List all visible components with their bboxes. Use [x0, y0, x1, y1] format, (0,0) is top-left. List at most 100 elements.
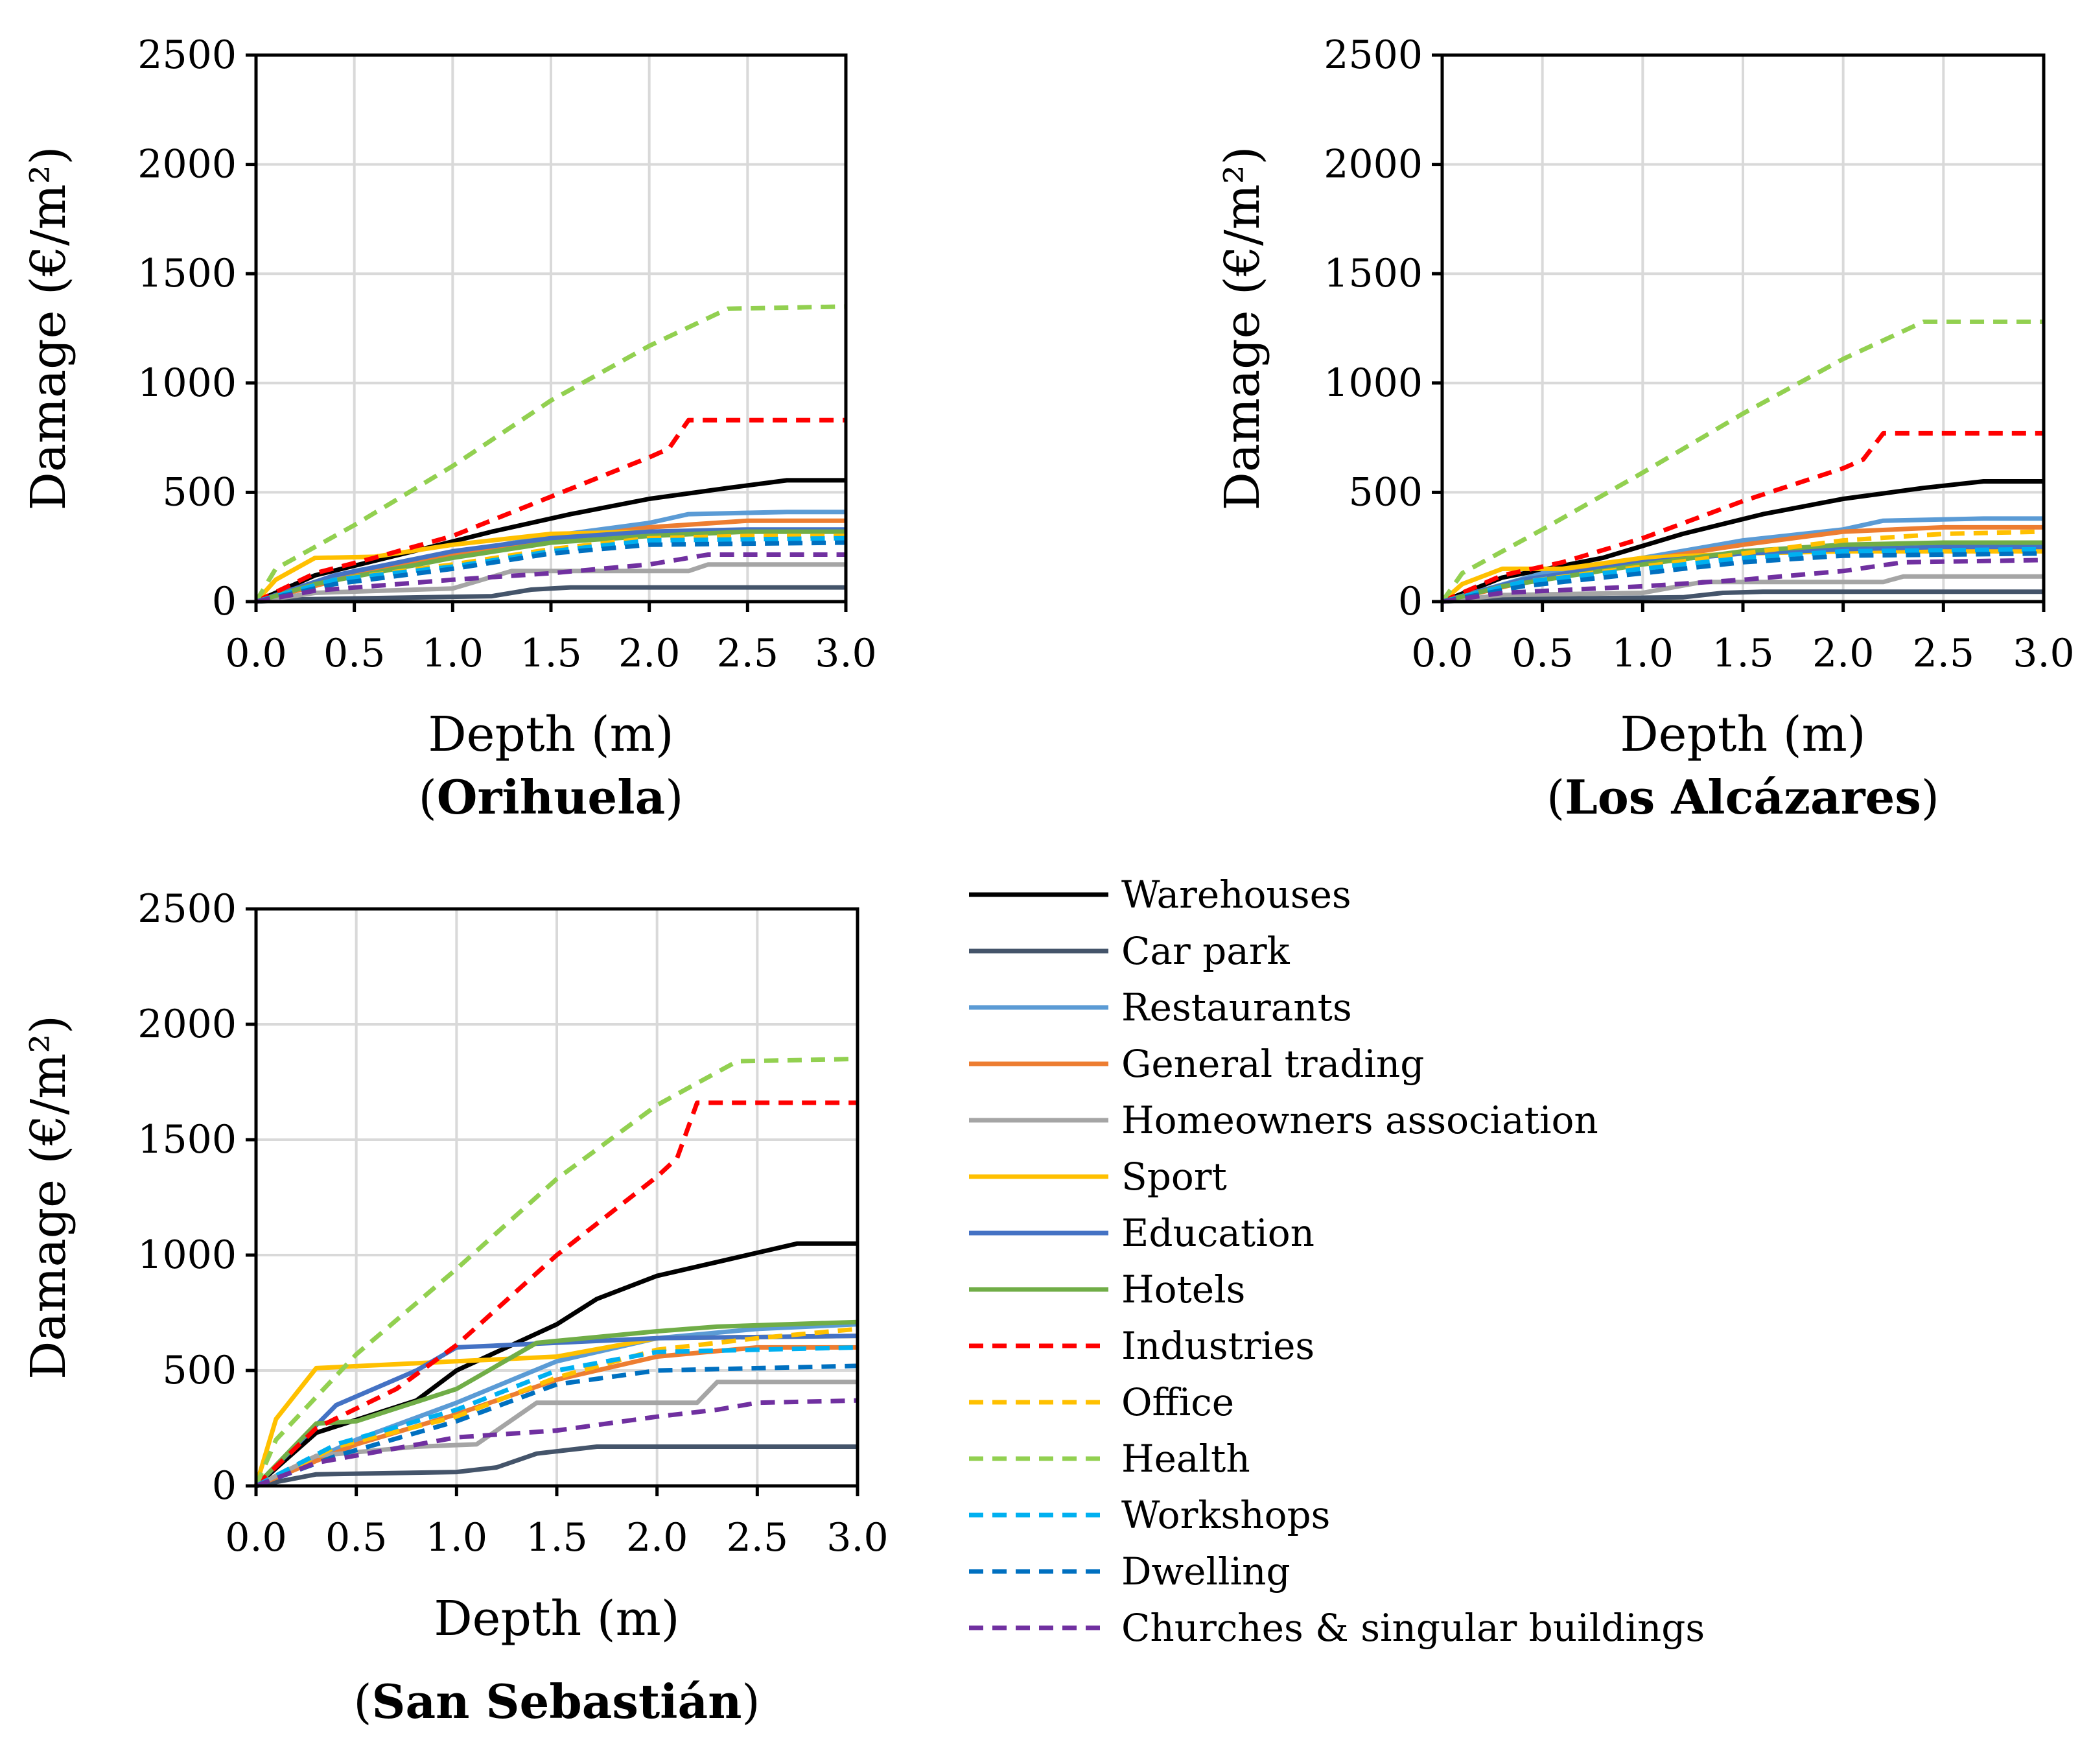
panel-caption: (San Sebastián): [353, 1674, 760, 1729]
y-tick-label: 2500: [137, 32, 237, 78]
legend-item: Restaurants: [969, 985, 1352, 1029]
y-tick-label: 0: [1398, 579, 1423, 624]
series-line-dwelling: [255, 540, 847, 604]
panel-title: San Sebastián: [371, 1674, 742, 1729]
legend-label: Health: [1121, 1437, 1250, 1481]
y-tick-label: 2000: [1324, 142, 1423, 187]
x-tick-label: 2.5: [727, 1515, 788, 1560]
x-tick-label: 2.5: [717, 631, 778, 676]
series-line-industries: [254, 1100, 858, 1488]
legend-label: Dwelling: [1121, 1549, 1291, 1593]
legend-item: Health: [969, 1437, 1250, 1481]
y-tick-label: 1000: [137, 360, 237, 406]
panel-2: 0 500 1000 1500 2000 2500 0.0 0.5 1.0 1.5 2.0 2.5 3.…: [1215, 32, 2075, 825]
legend-item: Sport: [969, 1155, 1227, 1199]
legend-item: General trading: [969, 1042, 1424, 1086]
series-line-industries: [1441, 430, 2044, 604]
y-tick-label: 1000: [137, 1232, 237, 1278]
series-line-car-park: [255, 1444, 858, 1488]
legend-item: Industries: [969, 1324, 1314, 1368]
panel-caption: (Los Alcázares): [1547, 770, 1939, 825]
x-tick-label: 1.5: [1712, 631, 1773, 676]
series-line-warehouses: [255, 478, 846, 604]
y-tick-label: 0: [212, 579, 237, 624]
legend-label: Car park: [1121, 929, 1291, 973]
y-tick-label: 2000: [137, 1002, 237, 1047]
y-tick-label: 500: [1348, 469, 1423, 515]
series-line-office: [255, 1326, 858, 1488]
y-tick-label: 2500: [1324, 32, 1423, 78]
legend-item: Churches & singular buildings: [969, 1606, 1705, 1650]
series-line-churches-singular-buildings: [1442, 558, 2044, 604]
legend-label: General trading: [1121, 1042, 1424, 1086]
x-tick-label: 0.5: [1512, 631, 1573, 676]
legend-item: Car park: [969, 929, 1291, 973]
legend-label: Warehouses: [1121, 873, 1351, 917]
series-line-health: [1440, 319, 2044, 604]
x-tick-label: 2.0: [626, 1515, 688, 1560]
y-tick-label: 1500: [137, 1117, 237, 1162]
panel-1: 0 500 1000 1500 2000 2500 0.0 0.5 1.0 1.5 2.0 2.5 3.…: [21, 32, 877, 825]
x-axis-title: Depth (m): [434, 1591, 679, 1647]
legend-label: Sport: [1121, 1155, 1227, 1199]
legend: Warehouses Car park Restaurants General tra…: [969, 873, 1705, 1650]
x-tick-label: 0.5: [325, 1515, 387, 1560]
legend-label: Education: [1121, 1211, 1314, 1255]
x-tick-label: 3.0: [826, 1515, 888, 1560]
series-line-industries: [255, 417, 846, 604]
series-line-health: [253, 304, 847, 603]
x-tick-label: 2.5: [1913, 631, 1974, 676]
x-tick-label: 1.5: [520, 631, 581, 676]
series-line-homeowners-association: [255, 1380, 858, 1488]
legend-item: Education: [969, 1211, 1314, 1255]
y-tick-label: 1500: [137, 251, 237, 296]
x-tick-label: 1.0: [1612, 631, 1674, 676]
x-tick-label: 3.0: [815, 631, 876, 676]
legend-item: Hotels: [969, 1267, 1245, 1311]
x-tick-label: 1.5: [526, 1515, 587, 1560]
x-tick-label: 0.5: [323, 631, 385, 676]
legend-label: Restaurants: [1121, 985, 1352, 1029]
x-axis-title: Depth (m): [1620, 707, 1865, 762]
series-line-restaurants: [255, 1322, 858, 1488]
x-tick-label: 0.0: [1411, 631, 1473, 676]
series-line-general-trading: [255, 1345, 858, 1488]
legend-item: Workshops: [969, 1493, 1330, 1537]
series-line-workshops: [255, 1345, 858, 1488]
legend-label: Homeowners association: [1121, 1098, 1598, 1142]
x-tick-label: 2.0: [618, 631, 680, 676]
legend-item: Dwelling: [969, 1549, 1291, 1593]
x-axis-title: Depth (m): [428, 707, 673, 762]
y-tick-label: 2500: [137, 886, 237, 932]
legend-item: Homeowners association: [969, 1098, 1598, 1142]
y-tick-label: 2000: [137, 142, 237, 187]
x-tick-label: 1.0: [422, 631, 484, 676]
legend-label: Office: [1121, 1380, 1234, 1424]
x-tick-label: 0.0: [225, 1515, 286, 1560]
x-tick-label: 0.0: [225, 631, 286, 676]
x-tick-label: 3.0: [2013, 631, 2074, 676]
y-axis-title: Damage (€/m²): [21, 1015, 76, 1380]
legend-item: Warehouses: [969, 873, 1351, 917]
legend-label: Industries: [1121, 1324, 1314, 1368]
y-tick-label: 0: [212, 1463, 237, 1509]
y-tick-label: 500: [162, 1348, 237, 1393]
panel-title: Los Alcázares: [1565, 770, 1921, 825]
series-line-churches-singular-buildings: [255, 1398, 858, 1488]
y-tick-label: 1000: [1324, 360, 1423, 406]
series-line-car-park: [255, 585, 846, 604]
x-tick-label: 1.0: [426, 1515, 487, 1560]
series-line-hotels: [254, 1319, 858, 1488]
legend-label: Workshops: [1121, 1493, 1330, 1537]
series-line-hotels: [255, 529, 846, 604]
series-line-health: [253, 1056, 858, 1487]
legend-item: Office: [969, 1380, 1234, 1424]
panel-caption: (Orihuela): [419, 770, 684, 825]
panel-title: Orihuela: [437, 770, 666, 825]
y-axis-title: Damage (€/m²): [1215, 146, 1270, 510]
series-line-churches-singular-buildings: [255, 552, 846, 604]
series-line-workshops: [255, 535, 847, 604]
y-tick-label: 500: [162, 469, 237, 515]
